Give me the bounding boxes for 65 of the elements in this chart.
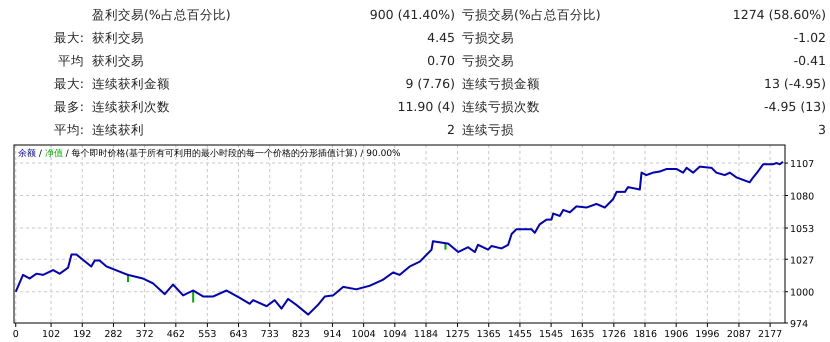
text: 11.90 (4)	[398, 99, 455, 114]
text: 净值	[44, 148, 63, 159]
text: -4.95 (13)	[764, 99, 826, 114]
text: -0.41	[794, 53, 826, 68]
x-tick-label: 282	[104, 329, 123, 340]
x-tick-label: 102	[42, 329, 60, 340]
x-tick-label: 1365	[476, 329, 501, 340]
text: 连续获利次数	[92, 99, 170, 114]
text: 4.45	[427, 30, 455, 45]
text: / 每个即时价格(基于所有可利用的最小时段的每一个价格的分形插值计算) / 90.00%	[62, 148, 402, 159]
y-tick-label: 1000	[790, 288, 814, 299]
x-tick-label: 1094	[382, 329, 407, 340]
x-tick-label: 372	[136, 329, 154, 340]
x-tick-label: 733	[260, 329, 279, 340]
text: 最大:	[54, 76, 84, 91]
text: 获利交易	[92, 53, 144, 68]
line-series	[14, 160, 784, 316]
x-tick-label: 1816	[632, 329, 658, 340]
text: 连续亏损金额	[462, 76, 540, 91]
x-tick-label: 1996	[695, 329, 720, 340]
text: 连续亏损次数	[462, 99, 540, 114]
x-tick-label: 0	[12, 329, 19, 340]
x-tick-label: 2177	[758, 329, 782, 340]
text: 0.70	[427, 53, 456, 68]
x-tick-label: 1545	[539, 329, 564, 340]
x-tick-label: 914	[323, 329, 342, 340]
text: 13 (-4.95)	[764, 76, 826, 91]
x-tick-label: 1455	[508, 329, 532, 340]
text: 获利交易	[92, 30, 144, 45]
text: 平均	[58, 53, 84, 68]
text: 余额	[18, 148, 36, 159]
text: 3	[818, 122, 826, 137]
x-tick-label: 192	[73, 329, 92, 340]
text: 9 (7.76)	[405, 76, 455, 91]
text: 亏损交易	[462, 30, 514, 45]
x-tick-label: 462	[166, 329, 185, 340]
text: 亏损交易(%占总百分比)	[462, 7, 601, 22]
text: -1.02	[794, 30, 826, 45]
x-tick-label: 1184	[414, 329, 438, 340]
x-tick-label: 2087	[726, 329, 752, 340]
text: 盈利交易(%占总百分比)	[92, 7, 231, 22]
text: 连续获利金额	[92, 76, 170, 91]
y-tick-label: 1080	[790, 192, 814, 203]
y-tick-label: 974	[790, 319, 808, 330]
y-tick-label: 1053	[790, 224, 814, 235]
y-tick-label: 1107	[790, 159, 814, 170]
text: 连续获利	[92, 122, 144, 137]
text: 亏损交易	[462, 53, 514, 68]
x-tick-label: 823	[292, 329, 310, 340]
text: 最多:	[54, 99, 84, 114]
text: 连续亏损	[462, 122, 514, 137]
text: 平均:	[54, 122, 84, 137]
x-tick-label: 1906	[664, 329, 688, 340]
x-tick-label: 1635	[570, 329, 594, 340]
text: 2	[447, 122, 455, 137]
y-tick-label: 1027	[790, 255, 814, 266]
x-tick-label: 1726	[602, 329, 626, 340]
text: 1274 (58.60%)	[732, 7, 826, 22]
text: 最大:	[54, 30, 84, 45]
x-tick-label: 1004	[352, 329, 376, 340]
x-tick-label: 643	[229, 329, 248, 340]
annotation: /	[36, 149, 45, 159]
text: 900 (41.40%)	[370, 7, 455, 22]
x-tick-label: 1275	[445, 329, 470, 340]
x-tick-label: 553	[198, 329, 216, 340]
